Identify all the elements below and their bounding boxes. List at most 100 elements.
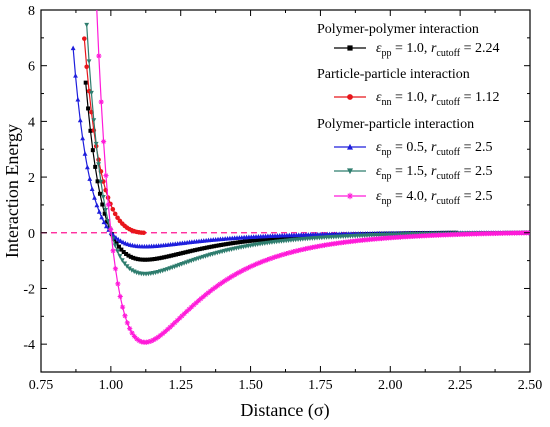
data-point: [105, 202, 111, 208]
data-point: [100, 202, 105, 207]
legend-entry-label: εpp = 1.0, rcutoff = 2.24: [376, 41, 500, 59]
data-point: [273, 236, 278, 241]
data-point: [248, 263, 254, 270]
data-point: [238, 268, 244, 274]
data-point: [302, 246, 309, 252]
data-point: [288, 249, 294, 255]
data-point: [136, 338, 142, 344]
data-point: [219, 279, 225, 286]
data-point: [285, 235, 290, 240]
data-point: [115, 281, 121, 287]
data-point: [234, 271, 240, 277]
data-point: [89, 186, 95, 191]
data-point: [178, 251, 183, 256]
data-point: [207, 288, 214, 294]
data-point: [131, 255, 136, 260]
data-point: [82, 36, 87, 41]
data-point: [245, 265, 252, 271]
data-point: [146, 339, 152, 345]
data-point: [152, 256, 157, 261]
data-point: [70, 45, 76, 51]
data-point: [280, 235, 285, 240]
data-point: [126, 253, 131, 258]
data-point: [347, 94, 353, 100]
data-point: [94, 0, 99, 5]
x-tick-label: 1.75: [308, 378, 333, 393]
data-point: [171, 253, 176, 258]
data-point: [96, 162, 101, 167]
data-point: [84, 22, 90, 28]
data-point: [127, 266, 132, 272]
data-point: [254, 238, 259, 243]
data-point: [77, 117, 83, 123]
legend-group-title: Polymer-particle interaction: [317, 117, 474, 132]
data-point: [174, 317, 180, 324]
data-point: [252, 238, 257, 243]
data-point: [216, 243, 221, 248]
data-point: [278, 235, 283, 240]
data-point: [97, 191, 102, 196]
series-4: [94, 0, 530, 345]
data-point: [185, 249, 190, 254]
data-point: [154, 256, 159, 261]
data-point: [198, 296, 204, 302]
data-point: [204, 245, 209, 250]
x-tick-label: 1.25: [168, 378, 193, 393]
data-point: [176, 252, 181, 257]
data-point: [184, 308, 190, 315]
data-point: [195, 298, 202, 304]
data-point: [176, 315, 183, 321]
data-point: [223, 242, 228, 247]
data-point: [141, 230, 146, 236]
data-point: [179, 313, 185, 319]
data-point: [73, 73, 78, 78]
data-point: [118, 238, 124, 243]
data-point: [90, 148, 95, 153]
data-point: [166, 254, 171, 259]
data-point: [164, 254, 169, 259]
data-point: [293, 248, 299, 254]
data-point: [203, 292, 209, 298]
data-point: [134, 336, 140, 342]
data-point: [283, 235, 288, 240]
data-point: [226, 241, 231, 246]
data-point: [267, 256, 273, 262]
data-point: [119, 247, 124, 252]
y-tick-label: 0: [28, 227, 35, 242]
data-point: [230, 241, 235, 246]
data-point: [162, 255, 167, 260]
data-point: [250, 262, 256, 269]
data-point: [202, 246, 207, 251]
data-point: [117, 254, 123, 259]
data-point: [153, 335, 159, 342]
data-point: [160, 330, 166, 337]
data-point: [138, 257, 143, 262]
legend-group-title: Polymer-polymer interaction: [317, 22, 479, 37]
data-point: [103, 173, 109, 179]
data-point: [157, 332, 164, 338]
data-point: [183, 250, 188, 255]
data-point: [279, 252, 285, 258]
data-point: [268, 236, 273, 241]
data-point: [112, 211, 118, 217]
data-point: [86, 59, 92, 64]
data-point: [242, 239, 247, 244]
data-point: [249, 238, 254, 243]
data-point: [91, 118, 97, 123]
x-tick-label: 0.75: [29, 378, 54, 393]
data-point: [347, 168, 353, 175]
data-point: [191, 302, 197, 308]
data-point: [195, 247, 200, 252]
series-line: [83, 38, 144, 234]
x-tick-label: 1.00: [99, 378, 124, 393]
y-tick-label: 6: [28, 60, 35, 75]
data-point: [295, 247, 301, 254]
data-point: [264, 237, 269, 242]
data-point: [94, 202, 100, 208]
data-point: [155, 334, 161, 340]
y-tick-label: 4: [28, 115, 35, 130]
data-point: [124, 264, 130, 269]
data-point: [347, 45, 353, 51]
data-point: [117, 293, 123, 300]
data-point: [128, 254, 133, 259]
